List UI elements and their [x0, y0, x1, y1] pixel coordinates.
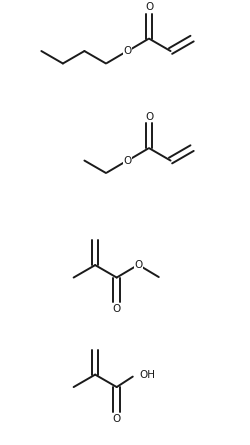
Text: O: O	[123, 156, 132, 166]
Text: OH: OH	[140, 370, 156, 380]
Text: O: O	[112, 304, 121, 314]
Text: O: O	[112, 414, 121, 424]
Text: O: O	[123, 46, 132, 56]
Text: O: O	[145, 2, 153, 12]
Text: O: O	[134, 260, 142, 270]
Text: O: O	[145, 112, 153, 121]
